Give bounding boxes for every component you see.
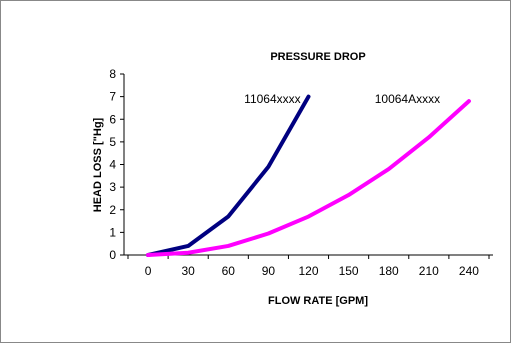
y-tick-label: 4	[109, 158, 116, 172]
y-tick-label: 0	[109, 248, 116, 262]
series-2-point	[387, 167, 391, 171]
series-label-2: 10064Axxxx	[375, 92, 440, 106]
series-line-1	[146, 94, 311, 257]
x-axis-label: FLOW RATE [GPM]	[268, 295, 368, 307]
chart-svg: PRESSURE DROP 0 1 2 3 4 5 6 7 8 0 30 60 90 120 150 180 2…	[92, 51, 493, 307]
series-2-point	[467, 99, 471, 103]
y-tick-label: 5	[109, 135, 116, 149]
x-tick-label: 30	[181, 264, 195, 278]
y-tick-label: 7	[109, 90, 116, 104]
y-axis-label: HEAD LOSS ["Hg]	[92, 117, 104, 212]
plot-area: 0 1 2 3 4 5 6 7 8 0 30 60 90 120 150 180 210 240 11064xxxx…	[109, 67, 493, 278]
x-tick-label: 240	[459, 264, 479, 278]
y-tick-label: 3	[109, 180, 116, 194]
series-2-point	[266, 232, 270, 236]
x-tick-label: 90	[262, 264, 276, 278]
series-1-point	[186, 244, 190, 248]
chart-title: PRESSURE DROP	[270, 51, 365, 63]
y-tick-label: 8	[109, 67, 116, 81]
y-tick-label: 1	[109, 225, 116, 239]
x-tick-label: 120	[298, 264, 318, 278]
series-2-point	[146, 253, 150, 257]
series-1-point	[307, 95, 310, 99]
series-1-point	[226, 215, 230, 219]
series-line-2	[146, 99, 471, 257]
y-tick-label: 6	[109, 112, 116, 126]
x-tick-label: 210	[419, 264, 439, 278]
series-label-1: 11064xxxx	[244, 92, 300, 106]
series-2-point	[347, 193, 351, 197]
series-2-point	[427, 135, 431, 139]
series-1-point	[266, 165, 270, 169]
x-tick-label: 180	[379, 264, 399, 278]
series-2-point	[186, 251, 190, 255]
x-tick-label: 150	[339, 264, 359, 278]
series-2-point	[226, 244, 230, 248]
series-2-point	[307, 215, 310, 219]
y-tick-label: 2	[109, 203, 116, 217]
x-tick-label: 0	[145, 264, 152, 278]
x-tick-label: 60	[222, 264, 236, 278]
